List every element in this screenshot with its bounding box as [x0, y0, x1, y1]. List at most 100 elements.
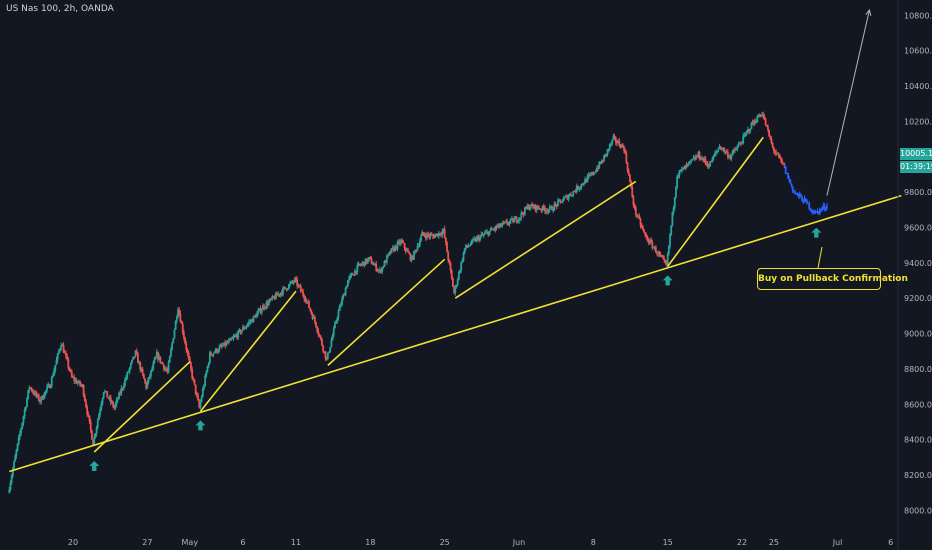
candle-body	[479, 236, 481, 241]
candle-body	[75, 379, 78, 384]
candle-body	[748, 129, 750, 132]
candle-body	[466, 245, 468, 247]
candle-body	[171, 343, 174, 350]
candle-body	[70, 371, 73, 378]
candle-body	[285, 288, 288, 290]
candle-body	[756, 115, 759, 123]
candle-body	[780, 158, 782, 160]
candle-body	[486, 231, 489, 233]
candle-body	[710, 161, 713, 163]
candle-body	[313, 316, 316, 323]
candle-body	[472, 239, 474, 241]
candle-body	[595, 168, 598, 172]
candle-body	[86, 407, 89, 415]
candle-body	[308, 301, 310, 308]
candle-body	[763, 116, 766, 119]
candle-body	[385, 256, 388, 263]
candle-body	[19, 433, 21, 438]
candle-body	[263, 305, 266, 309]
candle-body	[95, 427, 98, 434]
candle-body-forecast	[807, 203, 809, 205]
candle-body	[526, 205, 529, 209]
candle-body	[318, 334, 321, 337]
candle-body	[272, 296, 275, 298]
candle-body	[440, 234, 443, 236]
candle-body	[632, 196, 635, 205]
candle-body	[31, 391, 34, 393]
candle-body	[362, 261, 365, 264]
candle-body	[572, 191, 575, 196]
candle-body	[29, 387, 32, 389]
candle-body	[306, 300, 309, 302]
candle-body	[300, 290, 303, 292]
candle-body	[441, 231, 444, 235]
candle-body	[663, 258, 666, 261]
candle-body	[735, 149, 738, 151]
candle-body	[427, 233, 430, 236]
candle-body	[227, 340, 230, 343]
candle-body	[739, 143, 742, 145]
candle-body	[35, 392, 38, 396]
y-tick-label: 9400.0	[904, 259, 932, 268]
candle-body	[41, 396, 44, 400]
candle-body	[539, 209, 542, 211]
candle-body	[585, 179, 588, 183]
candle-body	[321, 339, 323, 346]
candle-body	[410, 256, 413, 261]
candle-body	[49, 386, 52, 388]
candle-body	[371, 263, 374, 265]
y-tick-label: 10400.0	[904, 82, 932, 91]
candle-body	[771, 143, 774, 148]
candle-body	[115, 399, 118, 404]
candle-body	[17, 437, 20, 444]
candle-body	[475, 237, 478, 242]
candle-body	[239, 329, 242, 334]
candle-body	[157, 352, 159, 360]
candle-body	[197, 395, 199, 401]
candle-body	[330, 340, 333, 348]
candle-body	[109, 397, 112, 403]
candle-body	[250, 319, 253, 322]
candle-body	[339, 305, 342, 307]
candle-body	[729, 156, 732, 159]
candle-body	[9, 482, 12, 490]
candle-body	[193, 379, 196, 385]
candle-body	[8, 489, 11, 493]
candle-body	[279, 292, 282, 296]
candle-body	[262, 305, 264, 310]
x-tick-label: 6	[240, 538, 245, 547]
candle-body-forecast	[785, 172, 788, 174]
candle-body	[234, 335, 237, 337]
candle-body	[744, 133, 747, 135]
candle-body	[190, 362, 192, 370]
candle-body	[178, 309, 181, 314]
candle-body	[781, 159, 784, 163]
candle-body	[96, 420, 99, 428]
candle-body	[280, 292, 283, 295]
candle-body	[253, 315, 256, 317]
candle-body	[407, 250, 409, 253]
candle-body	[349, 275, 352, 278]
candle-body	[450, 270, 453, 279]
candle-body	[606, 149, 609, 155]
candle-body	[446, 242, 448, 253]
candle-body	[162, 364, 165, 370]
candle-body-forecast	[783, 165, 786, 167]
candle-body-forecast	[798, 194, 801, 197]
candle-body	[688, 162, 690, 164]
candle-body	[459, 270, 461, 273]
candle-body	[113, 406, 116, 408]
candle-body	[295, 278, 297, 280]
candle-body	[201, 388, 204, 397]
candle-body	[344, 288, 347, 296]
candle-body	[53, 370, 56, 376]
candle-body	[226, 342, 229, 344]
candle-body	[22, 416, 25, 423]
candle-body-forecast	[818, 209, 821, 214]
candle-body	[231, 338, 234, 340]
candle-body	[689, 160, 691, 163]
candle-body	[63, 352, 66, 354]
candle-body	[721, 149, 723, 151]
candle-body	[134, 350, 137, 357]
candle-body	[770, 138, 773, 144]
